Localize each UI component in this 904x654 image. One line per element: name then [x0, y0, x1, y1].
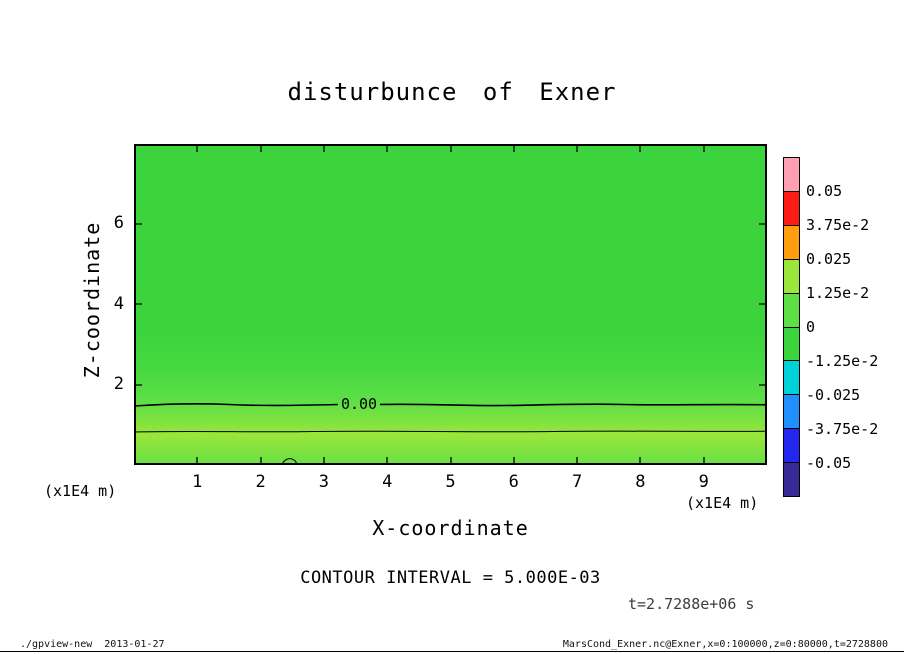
zero-contour-right [379, 403, 767, 407]
shaded-field [134, 144, 767, 465]
colorbar-cell [784, 258, 799, 293]
colorbar-cell [784, 292, 799, 327]
colorbar [783, 157, 800, 497]
z-tick-label: 4 [113, 293, 124, 314]
colorbar-cell [784, 158, 799, 191]
colorbar-cell [784, 394, 799, 429]
colorbar-cell [784, 326, 799, 361]
colorbar-label: 1.25e-2 [806, 284, 870, 302]
colorbar-label: -0.05 [806, 454, 852, 472]
plot-title: disturbunce of Exner [287, 78, 617, 106]
minor-contour [134, 430, 767, 433]
colorbar-label: -3.75e-2 [806, 420, 879, 438]
axis-ticks [134, 144, 767, 465]
x-tick-label: 1 [192, 472, 203, 492]
x-tick-label: 7 [571, 472, 583, 492]
footer-source: MarsCond_Exner.nc@Exner,x=0:100000,z=0:8… [562, 639, 888, 650]
bottom-divider [0, 651, 904, 652]
contour-interval-note: CONTOUR INTERVAL = 5.000E-03 [300, 568, 601, 588]
colorbar-cell [784, 462, 799, 497]
z-tick-label: 2 [113, 373, 124, 394]
zero-contour-left [134, 402, 339, 407]
x-tick-label: 8 [635, 472, 646, 492]
time-annotation: t=2.7288e+06 s [628, 595, 755, 613]
colorbar-label: -0.025 [806, 386, 861, 404]
colorbar-cell [784, 190, 799, 225]
x-axis-label: X-coordinate [372, 516, 529, 540]
x-tick-label: 3 [318, 472, 330, 492]
colorbar-label: 0 [806, 318, 816, 336]
x-tick-label: 6 [508, 472, 519, 492]
colorbar-cell [784, 360, 799, 395]
colorbar-label: 0.025 [806, 250, 852, 268]
colorbar-cell [784, 224, 799, 259]
footer-command: ./gpview-new 2013-01-27 [20, 639, 165, 650]
x-tick-label: 4 [382, 472, 393, 492]
z-tick-label: 6 [113, 213, 124, 234]
colorbar-label: -1.25e-2 [806, 352, 879, 370]
colorbar-label: 3.75e-2 [806, 216, 870, 234]
plot-frame [134, 144, 767, 465]
colorbar-cell [784, 428, 799, 463]
zero-contour-label: 0.00 [341, 395, 377, 413]
x-tick-label: 9 [698, 472, 709, 492]
x-tick-label: 2 [255, 472, 266, 492]
z-axis-unit: (x1E4 m) [44, 482, 117, 500]
contour-plot: 0.00 [134, 144, 767, 465]
colorbar-label: 0.05 [806, 182, 843, 200]
x-tick-label: 5 [445, 472, 456, 492]
x-axis-unit: (x1E4 m) [686, 494, 759, 512]
